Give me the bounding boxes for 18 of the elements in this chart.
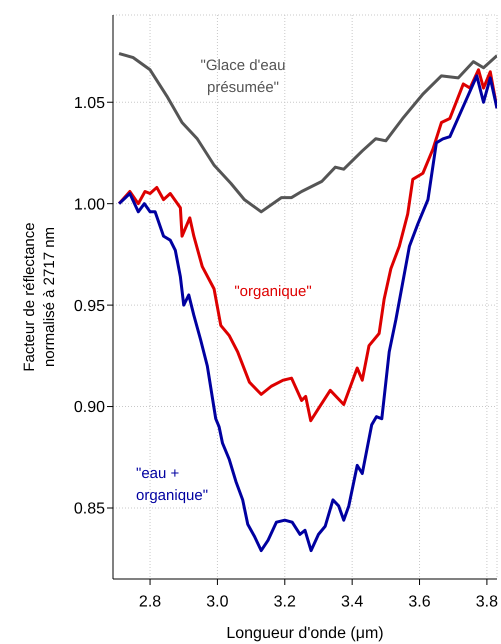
x-tick-label: 2.8 <box>138 593 162 610</box>
series-label: "Glace d'eau présumée" <box>200 56 286 98</box>
line-series <box>118 74 497 552</box>
y-tick-label: 1.00 <box>74 196 106 214</box>
series-label: "organique" <box>233 282 313 302</box>
y-tick-label: 1.05 <box>74 94 106 112</box>
x-tick-label: 3.6 <box>408 593 431 610</box>
y-tick-label: 0.95 <box>74 298 106 315</box>
x-axis-title: Longueur d'onde (μm) <box>226 625 384 642</box>
x-tick-label: 3.2 <box>274 593 296 610</box>
x-tick-label: 3.8 <box>476 593 498 610</box>
y-tick-label: 0.85 <box>74 500 106 518</box>
series-label: "eau + organique" <box>136 464 208 506</box>
x-tick-label: 3.0 <box>206 593 229 610</box>
y-axis-title: Facteur de réflectance normalisé à 2717 nm <box>21 222 58 372</box>
x-tick-label: 3.4 <box>341 593 364 610</box>
y-tick-label: 0.90 <box>74 399 106 416</box>
line-series <box>118 52 497 214</box>
